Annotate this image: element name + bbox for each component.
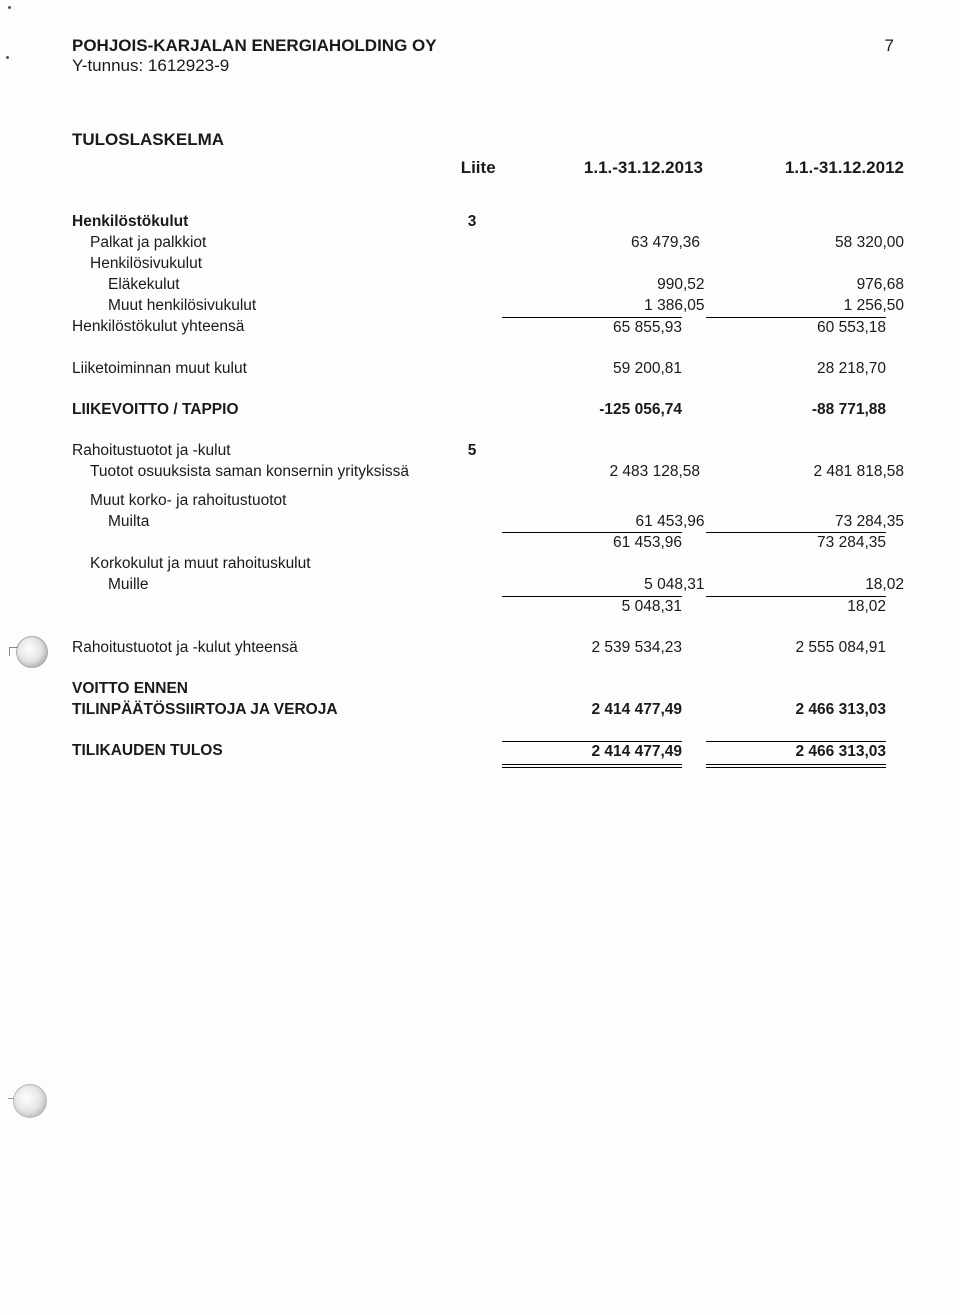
col-liite: Liite	[72, 158, 526, 178]
subtotal-a: 5 048,31	[502, 596, 682, 618]
row-label: Eläkekulut	[72, 275, 470, 296]
col-period-a: 1.1.-31.12.2013	[526, 158, 703, 178]
page: POHJOIS-KARJALAN ENERGIAHOLDING OY Y-tun…	[0, 0, 960, 1315]
row-label: Tuotot osuuksista saman konsernin yrityk…	[72, 462, 460, 483]
value-b: 2 466 313,03	[706, 741, 886, 765]
value-a: -125 056,74	[502, 400, 682, 421]
row-label: Muilta	[72, 512, 470, 533]
company-block: POHJOIS-KARJALAN ENERGIAHOLDING OY Y-tun…	[72, 36, 437, 76]
artifact-dot	[6, 56, 9, 59]
value-a: 61 453,96	[528, 512, 704, 533]
row-result-label: TILINPÄÄTÖSSIIRTOJA JA VEROJA	[72, 700, 442, 721]
value-b: 60 553,18	[706, 317, 886, 339]
value-a: 63 479,36	[520, 233, 700, 254]
value-a: 65 855,93	[502, 317, 682, 339]
value-b: 18,02	[728, 575, 904, 596]
value-a: 5 048,31	[528, 575, 704, 596]
hole-punch-icon	[13, 1084, 47, 1118]
row-subheading: Henkilösivukulut	[72, 254, 460, 275]
value-b: 1 256,50	[728, 296, 904, 317]
row-result-label: LIIKEVOITTO / TAPPIO	[72, 400, 442, 421]
value-a: 990,52	[528, 275, 704, 296]
row-total-label: Henkilöstökulut yhteensä	[72, 317, 442, 339]
value-b: 73 284,35	[728, 512, 904, 533]
value-a: 2 414 477,49	[502, 741, 682, 765]
value-b: -88 771,88	[706, 400, 886, 421]
row-heading: Henkilöstökulut	[72, 212, 442, 233]
subtotal-b: 73 284,35	[706, 532, 886, 554]
note-ref: 5	[442, 441, 502, 462]
value-a: 2 414 477,49	[502, 700, 682, 721]
subtotal-b: 18,02	[706, 596, 886, 618]
row-label: Liiketoiminnan muut kulut	[72, 359, 442, 380]
note-ref: 3	[442, 212, 502, 233]
column-headers: Liite 1.1.-31.12.2013 1.1.-31.12.2012	[72, 158, 904, 178]
page-number: 7	[885, 36, 904, 56]
section-title: TULOSLASKELMA	[72, 130, 904, 150]
row-heading: Rahoitustuotot ja -kulut	[72, 441, 442, 462]
artifact-dot	[8, 6, 11, 9]
value-b: 2 555 084,91	[706, 638, 886, 659]
row-final-label: TILIKAUDEN TULOS	[72, 741, 442, 765]
col-period-b: 1.1.-31.12.2012	[727, 158, 904, 178]
value-b: 2 466 313,03	[706, 700, 886, 721]
row-label: Muut henkilösivukulut	[72, 296, 470, 317]
subtotal-a: 61 453,96	[502, 532, 682, 554]
value-b: 28 218,70	[706, 359, 886, 380]
value-a: 2 483 128,58	[520, 462, 700, 483]
row-label: Muille	[72, 575, 470, 596]
value-b: 2 481 818,58	[724, 462, 904, 483]
page-header: POHJOIS-KARJALAN ENERGIAHOLDING OY Y-tun…	[72, 36, 904, 76]
row-label: Palkat ja palkkiot	[72, 233, 460, 254]
value-a: 1 386,05	[528, 296, 704, 317]
company-name: POHJOIS-KARJALAN ENERGIAHOLDING OY	[72, 36, 437, 56]
row-total-label: Rahoitustuotot ja -kulut yhteensä	[72, 638, 442, 659]
income-statement-body: Henkilöstökulut 3 Palkat ja palkkiot 63 …	[72, 212, 904, 764]
hole-punch-icon	[16, 636, 48, 668]
row-subheading: Muut korko- ja rahoitustuotot	[72, 491, 460, 512]
business-id: Y-tunnus: 1612923-9	[72, 56, 437, 76]
value-a: 2 539 534,23	[502, 638, 682, 659]
value-b: 58 320,00	[724, 233, 904, 254]
value-a: 59 200,81	[502, 359, 682, 380]
row-subheading: Korkokulut ja muut rahoituskulut	[72, 554, 460, 575]
value-b: 976,68	[728, 275, 904, 296]
row-result-label: VOITTO ENNEN	[72, 679, 442, 700]
